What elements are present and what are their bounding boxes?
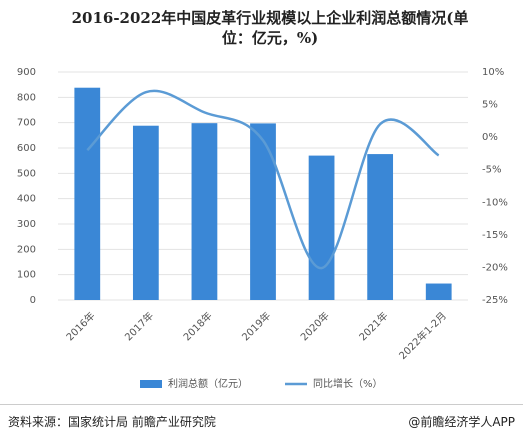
y-tick-label: 400 xyxy=(17,194,36,205)
y-tick-label: 600 xyxy=(17,143,36,154)
y2-tick-label: 0% xyxy=(482,132,498,143)
footer: 资料来源：国家统计局 前瞻产业研究院 @前瞻经济学人APP xyxy=(0,404,523,442)
x-tick-label: 2019年 xyxy=(239,309,273,343)
x-tick-label: 2016年 xyxy=(63,309,97,343)
y-tick-label: 100 xyxy=(17,270,36,281)
x-tick-label: 2021年 xyxy=(356,309,390,343)
y-tick-label: 700 xyxy=(17,118,36,129)
chart: 0 100 200 300 400 500 600 700 800 900 -25% -20% -15%… xyxy=(17,67,508,390)
bar xyxy=(425,283,452,300)
y-tick-label: 200 xyxy=(17,244,36,255)
x-tick-label: 2017年 xyxy=(122,309,156,343)
x-tick-label: 2020年 xyxy=(298,309,332,343)
bar xyxy=(74,87,101,300)
y-tick-label: 900 xyxy=(17,67,36,78)
y2-tick-label: 5% xyxy=(482,100,498,111)
y2-tick-label: 10% xyxy=(482,67,504,78)
credit: @前瞻经济学人APP xyxy=(408,415,515,429)
bar xyxy=(132,125,159,300)
legend-label: 利润总额（亿元） xyxy=(168,377,248,390)
y-tick-label: 0 xyxy=(30,295,36,306)
y-tick-label: 800 xyxy=(17,92,36,103)
x-tick-label: 2022年1-2月 xyxy=(396,309,449,362)
bar xyxy=(250,123,276,300)
bar xyxy=(191,123,218,300)
y-tick-label: 300 xyxy=(17,219,36,230)
y2-tick-label: -20% xyxy=(482,262,508,273)
y-tick-label: 500 xyxy=(17,168,36,179)
chart-title: 2016-2022年中国皮革行业规模以上企业利润总额情况(单位：亿元，%) xyxy=(71,9,469,47)
source: 资料来源：国家统计局 前瞻产业研究院 xyxy=(8,415,216,429)
y2-tick-label: -5% xyxy=(482,165,501,176)
legend-label: 同比增长（%） xyxy=(313,377,383,390)
y2-tick-label: -15% xyxy=(482,230,508,241)
y2-tick-label: -10% xyxy=(482,197,508,208)
line xyxy=(86,89,440,270)
x-tick-label: 2018年 xyxy=(180,309,214,343)
bar xyxy=(367,154,394,300)
bar xyxy=(308,155,335,300)
legend-swatch xyxy=(140,380,162,388)
y2-tick-label: -25% xyxy=(482,295,508,306)
